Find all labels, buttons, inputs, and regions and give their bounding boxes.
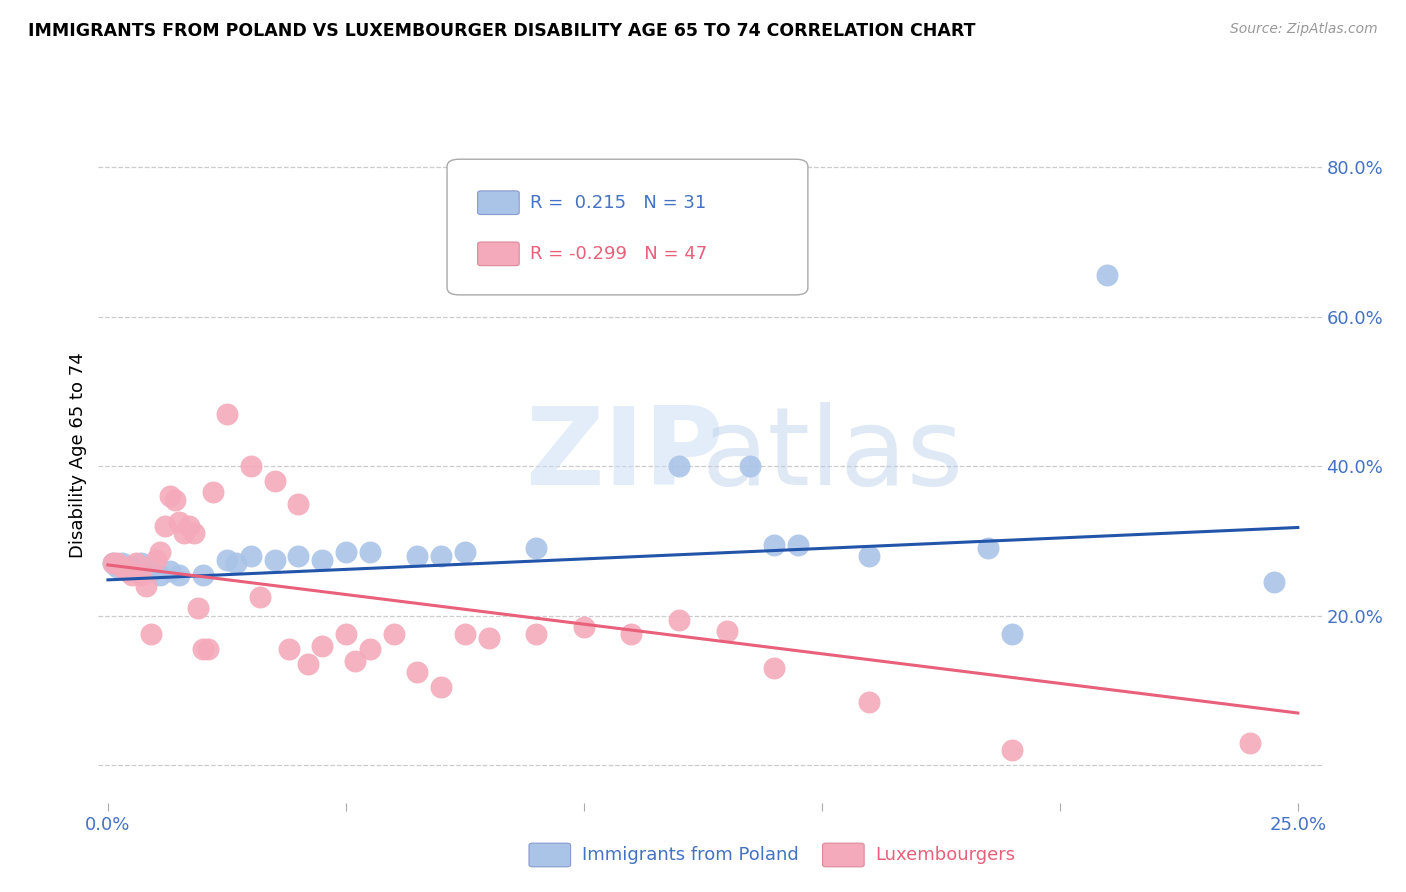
Point (121, 560, 143, 574)
Text: ZIP: ZIP (526, 402, 724, 508)
Point (858, 695, 880, 709)
FancyBboxPatch shape (529, 843, 571, 867)
Point (763, 661, 786, 675)
Point (454, 545, 477, 559)
Point (287, 549, 309, 563)
Point (297, 657, 319, 672)
Point (187, 601, 209, 615)
Point (149, 567, 172, 582)
Point (153, 519, 176, 533)
Point (335, 627, 357, 641)
Point (763, 538, 786, 552)
Point (359, 545, 381, 559)
Point (201, 485, 224, 500)
Y-axis label: Disability Age 65 to 74: Disability Age 65 to 74 (69, 352, 87, 558)
Point (159, 489, 181, 503)
FancyBboxPatch shape (478, 191, 519, 215)
Point (149, 545, 172, 559)
Point (359, 642, 381, 657)
Point (173, 526, 195, 541)
Point (277, 642, 299, 657)
Point (382, 627, 405, 641)
Point (406, 549, 429, 563)
Point (111, 560, 134, 574)
Point (129, 557, 152, 571)
Point (197, 642, 219, 657)
Point (478, 631, 501, 645)
Point (115, 564, 138, 578)
Point (139, 564, 162, 578)
Point (1001, 743, 1024, 757)
Point (125, 557, 148, 571)
Point (177, 519, 200, 533)
Point (1263, 575, 1285, 590)
Point (858, 549, 880, 563)
Point (335, 545, 357, 559)
Point (263, 552, 285, 566)
Point (263, 474, 285, 488)
Point (191, 567, 214, 582)
Point (620, 627, 643, 641)
Point (454, 627, 477, 641)
Point (1239, 736, 1261, 750)
Point (169, 567, 191, 582)
Point (716, 624, 738, 638)
Point (101, 557, 124, 571)
Point (145, 552, 167, 566)
Point (239, 549, 262, 563)
Point (111, 557, 134, 571)
Text: Source: ZipAtlas.com: Source: ZipAtlas.com (1230, 22, 1378, 37)
Text: R = -0.299   N = 47: R = -0.299 N = 47 (530, 244, 707, 263)
Point (524, 541, 547, 556)
Text: atlas: atlas (702, 402, 963, 508)
Point (215, 552, 238, 566)
FancyBboxPatch shape (478, 242, 519, 266)
Point (159, 564, 181, 578)
Point (668, 613, 690, 627)
Point (107, 557, 129, 571)
Point (311, 552, 333, 566)
Point (191, 642, 214, 657)
Point (1097, 268, 1119, 283)
Point (129, 567, 152, 582)
Text: R =  0.215   N = 31: R = 0.215 N = 31 (530, 194, 706, 211)
Point (740, 459, 762, 474)
Text: Immigrants from Poland: Immigrants from Poland (582, 846, 799, 864)
Point (139, 627, 162, 641)
Point (101, 557, 124, 571)
Point (287, 497, 309, 511)
Point (163, 492, 186, 507)
Point (406, 665, 429, 679)
Point (135, 579, 157, 593)
Point (311, 639, 333, 653)
Point (239, 459, 262, 474)
Point (430, 549, 453, 563)
Point (977, 541, 1000, 556)
Point (572, 620, 595, 634)
Text: Luxembourgers: Luxembourgers (875, 846, 1015, 864)
Text: IMMIGRANTS FROM POLAND VS LUXEMBOURGER DISABILITY AGE 65 TO 74 CORRELATION CHART: IMMIGRANTS FROM POLAND VS LUXEMBOURGER D… (28, 22, 976, 40)
Point (183, 526, 205, 541)
Point (215, 407, 238, 421)
Point (344, 654, 367, 668)
Point (169, 515, 191, 529)
Point (430, 680, 453, 694)
Point (524, 627, 547, 641)
Point (121, 567, 143, 582)
FancyBboxPatch shape (823, 843, 865, 867)
FancyBboxPatch shape (447, 159, 808, 295)
Point (225, 557, 247, 571)
Point (787, 538, 810, 552)
Point (1001, 627, 1024, 641)
Point (107, 560, 129, 574)
Point (668, 459, 690, 474)
Point (249, 590, 271, 604)
